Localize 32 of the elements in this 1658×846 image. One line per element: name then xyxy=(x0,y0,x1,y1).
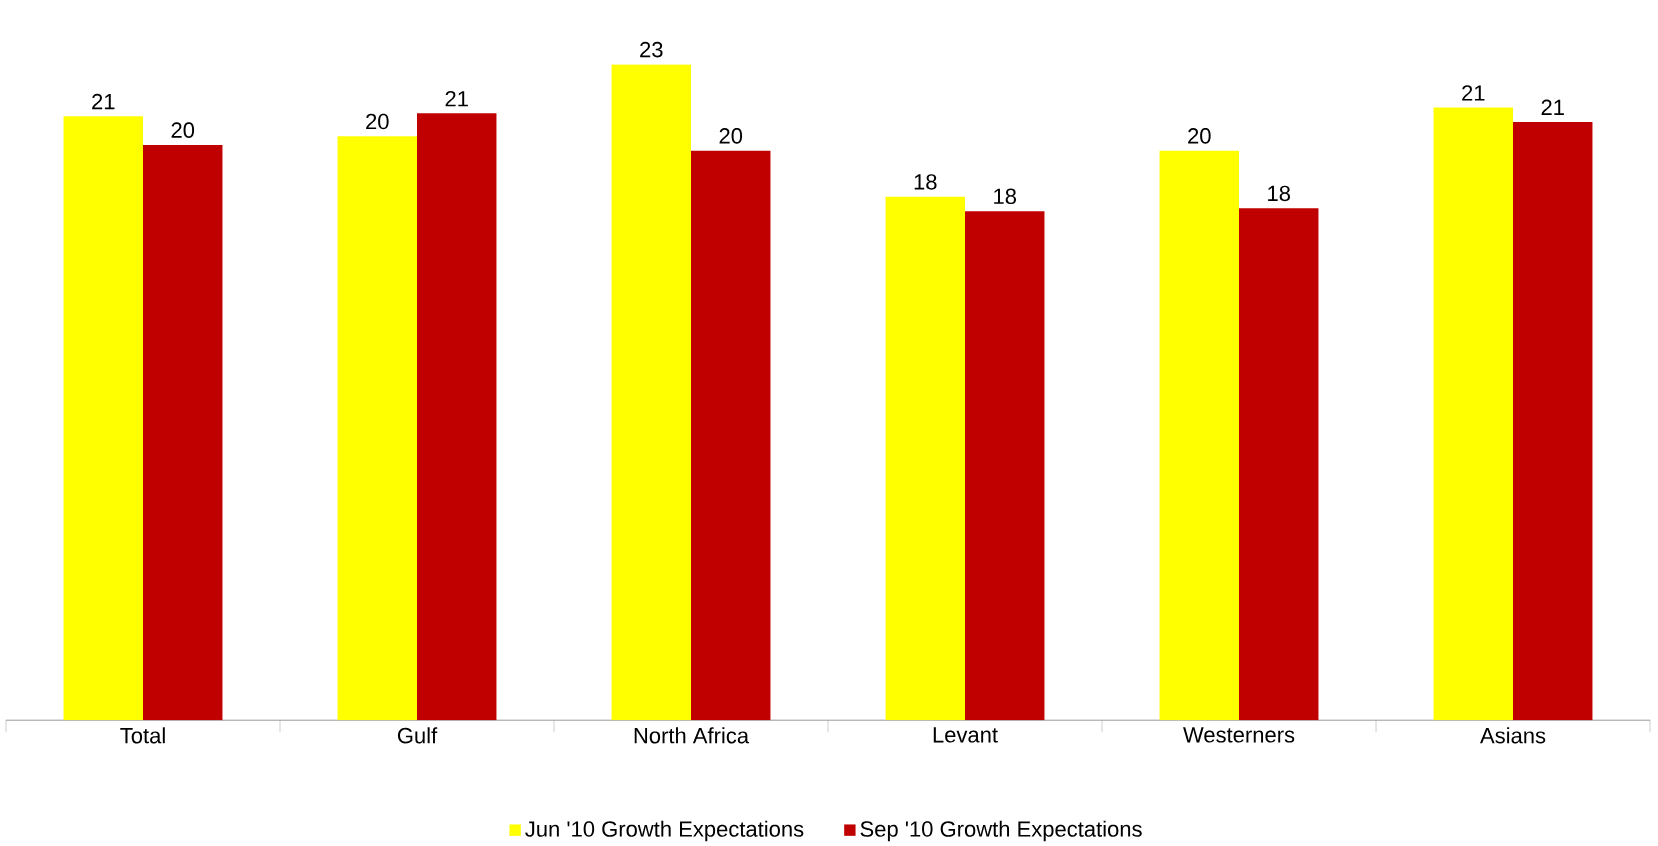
bar xyxy=(63,116,144,721)
bar xyxy=(337,136,418,721)
bar xyxy=(611,64,692,721)
bar xyxy=(1239,208,1319,721)
data-label: 18 xyxy=(994,188,1016,205)
x-tick-label: Asians xyxy=(1480,727,1546,744)
bar xyxy=(417,113,497,721)
legend-label: Sep '10 Growth Expectations xyxy=(860,820,1142,842)
bar xyxy=(143,144,223,721)
bar xyxy=(1433,107,1514,721)
data-label: 18 xyxy=(914,174,937,190)
data-label: 20 xyxy=(719,128,743,144)
data-label: 20 xyxy=(171,122,195,138)
legend-label: Jun '10 Growth Expectations xyxy=(525,820,804,842)
data-label: 21 xyxy=(1541,99,1564,115)
data-label: 21 xyxy=(445,90,468,107)
x-tick-label: Total xyxy=(120,727,165,744)
data-label: 23 xyxy=(640,41,663,58)
bar xyxy=(885,196,966,721)
data-label: 20 xyxy=(1188,128,1211,144)
x-tick-label: North Africa xyxy=(634,727,750,744)
x-tick-label: Levant xyxy=(933,727,998,743)
data-label: 21 xyxy=(1462,85,1485,101)
data-label: 21 xyxy=(92,93,115,110)
data-label: 18 xyxy=(1268,185,1290,202)
bar xyxy=(1159,150,1240,721)
bar xyxy=(965,211,1045,721)
x-tick-label: Gulf xyxy=(397,727,438,744)
bar xyxy=(1513,121,1593,721)
bar xyxy=(691,150,771,721)
data-label: 20 xyxy=(366,113,389,130)
x-tick-label: Westerners xyxy=(1183,727,1295,743)
